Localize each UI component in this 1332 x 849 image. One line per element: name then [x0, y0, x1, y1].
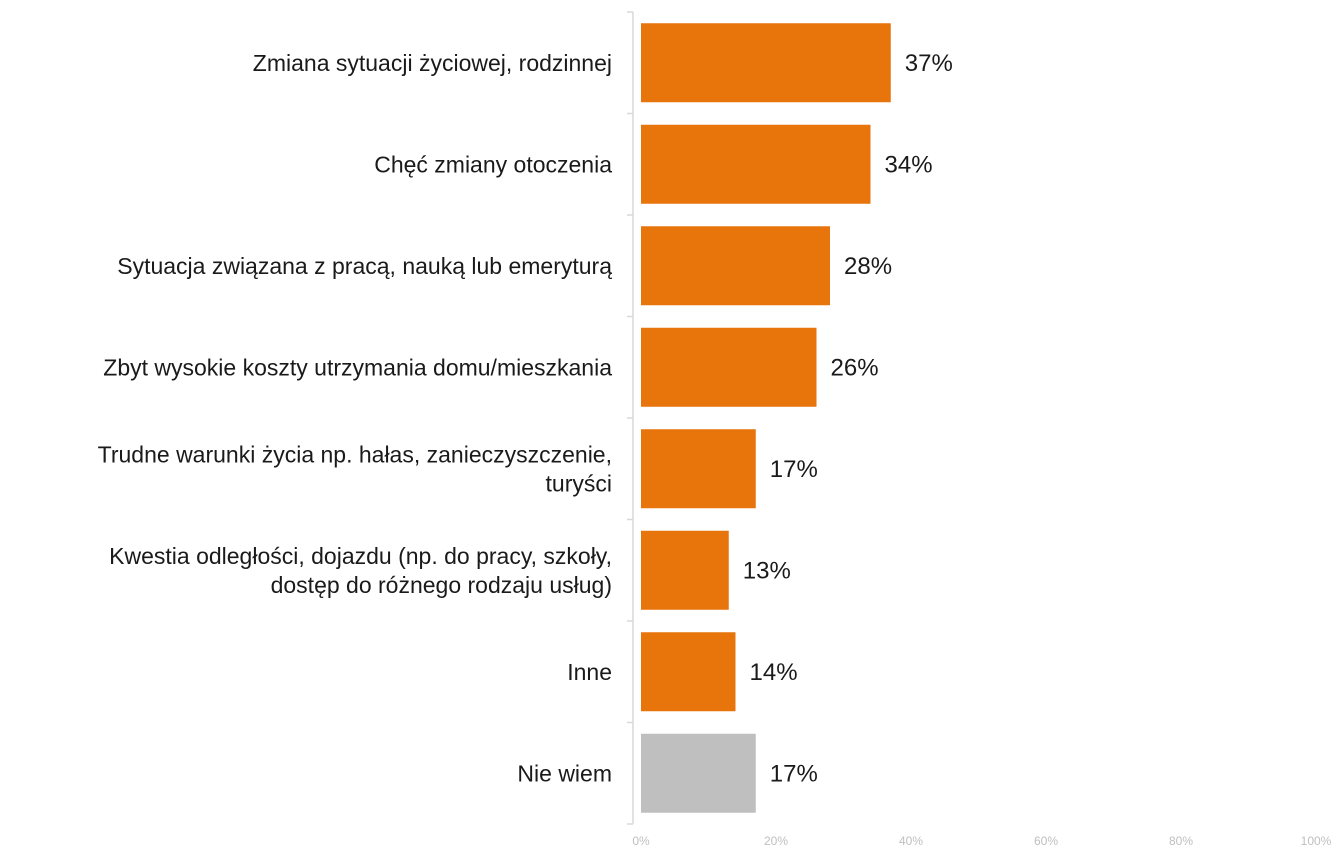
x-tick-label: 60%: [1034, 834, 1058, 848]
x-tick-labels-group: 0% 20% 40% 60% 80% 100%: [632, 834, 1331, 848]
value-label: 34%: [885, 151, 933, 178]
category-labels-group: Zmiana sytuacji życiowej, rodzinnej Chęć …: [98, 50, 613, 787]
bar: [641, 124, 871, 204]
category-label: Zmiana sytuacji życiowej, rodzinnej: [253, 50, 612, 76]
x-tick-label: 0%: [632, 834, 650, 848]
x-tick-label: 40%: [899, 834, 923, 848]
value-label: 37%: [905, 50, 953, 77]
bar: [641, 530, 729, 610]
value-label: 17%: [770, 456, 818, 483]
category-label: Sytuacja związana z pracą, nauką lub eme…: [117, 253, 612, 279]
value-label: 14%: [750, 659, 798, 686]
category-label: Inne: [567, 659, 612, 685]
bar: [641, 632, 736, 712]
value-label: 17%: [770, 760, 818, 787]
value-label: 28%: [844, 253, 892, 280]
value-label: 13%: [743, 557, 791, 584]
bar: [641, 226, 830, 306]
category-label: Nie wiem: [517, 760, 612, 786]
category-label: Zbyt wysokie koszty utrzymania domu/mies…: [103, 354, 612, 380]
x-tick-label: 100%: [1301, 834, 1332, 848]
category-axis: [627, 11, 634, 825]
bars-group: [641, 23, 891, 813]
value-label: 26%: [831, 354, 879, 381]
category-label: Kwestia odległości, dojazdu (np. do prac…: [109, 543, 612, 598]
bar: [641, 23, 891, 103]
bar: [641, 733, 756, 813]
x-tick-label: 20%: [764, 834, 788, 848]
value-labels-group: 37% 34% 28% 26% 17% 13% 14% 17%: [743, 50, 953, 788]
x-tick-label: 80%: [1169, 834, 1193, 848]
bar: [641, 429, 756, 509]
bar: [641, 327, 817, 407]
category-label: Chęć zmiany otoczenia: [374, 151, 612, 177]
category-label: Trudne warunki życia np. hałas, zanieczy…: [98, 441, 612, 496]
